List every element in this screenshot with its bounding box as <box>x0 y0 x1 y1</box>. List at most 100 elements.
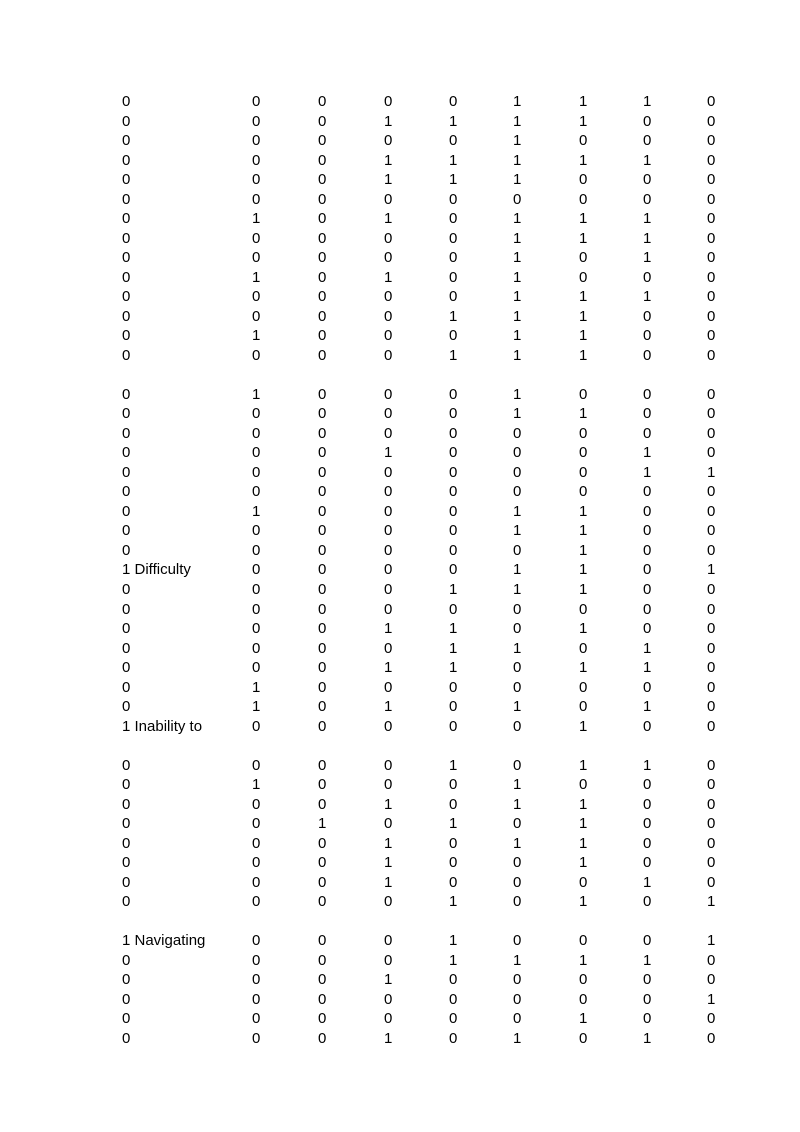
value-cell: 0 <box>579 385 588 403</box>
value-cell: 0 <box>513 971 522 989</box>
value-cell: 0 <box>449 854 458 872</box>
value-cell: 0 <box>579 424 588 442</box>
value-cell: 0 <box>707 288 716 306</box>
value-cell: 0 <box>707 268 716 286</box>
value-cell: 0 <box>318 951 327 969</box>
value-cell: 0 <box>513 444 522 462</box>
value-cell: 0 <box>318 93 327 110</box>
value-cell: 1 <box>513 502 522 520</box>
table-row: 1 Difficulty 0 0 0 0 1 1 0 1 <box>0 560 800 580</box>
value-cell: 0 <box>513 659 522 677</box>
value-cell: 0 <box>318 522 327 540</box>
value-cell: 0 <box>579 249 588 267</box>
table-row: 1 Inability to 0 0 0 0 0 1 0 0 <box>0 717 800 737</box>
table-row: 0 0 0 0 0 0 0 0 1 <box>0 990 800 1010</box>
value-cell: 0 <box>707 541 716 559</box>
value-cell: 0 <box>122 327 131 345</box>
value-cell: 0 <box>122 639 131 657</box>
value-cell: 0 <box>643 307 652 325</box>
value-cell: 0 <box>449 561 458 579</box>
value-cell: 1 <box>513 249 522 267</box>
value-cell: 0 <box>318 581 327 598</box>
value-cell: 0 <box>252 541 261 559</box>
value-cell: 1 <box>707 932 716 950</box>
value-cell: 0 <box>252 346 261 364</box>
value-cell: 0 <box>513 678 522 696</box>
value-cell: 1 <box>513 210 522 228</box>
value-cell: 0 <box>122 385 131 403</box>
value-cell: 0 <box>384 346 393 364</box>
value-cell: 1 <box>384 620 393 638</box>
value-cell: 0 <box>513 424 522 442</box>
value-cell: 0 <box>252 932 261 950</box>
value-cell: 0 <box>318 1010 327 1028</box>
value-cell: 0 <box>384 932 393 950</box>
value-cell: 1 <box>643 698 652 716</box>
value-cell: 0 <box>122 971 131 989</box>
value-cell: 0 <box>318 405 327 423</box>
value-cell: 1 <box>384 854 393 872</box>
table-row: 0 0 0 0 0 0 1 0 0 <box>0 541 800 561</box>
value-cell: 0 <box>252 171 261 189</box>
value-cell: 1 <box>252 776 261 794</box>
value-cell: 1 <box>579 151 588 169</box>
value-cell: 0 <box>707 873 716 891</box>
value-cell: 1 <box>643 873 652 891</box>
value-cell: 1 <box>384 795 393 813</box>
value-cell: 1 <box>513 112 522 130</box>
value-cell: 0 <box>252 93 261 110</box>
value-cell: 0 <box>579 483 588 501</box>
table-row: 0 0 0 0 0 1 1 0 0 <box>0 521 800 541</box>
value-cell: 0 <box>579 1029 588 1047</box>
value-cell: 0 <box>643 385 652 403</box>
value-cell: 0 <box>318 444 327 462</box>
value-cell: 0 <box>122 132 131 150</box>
value-cell: 1 <box>579 307 588 325</box>
value-cell: 0 <box>318 756 327 774</box>
table-row: 0 0 0 0 0 1 1 1 0 <box>0 229 800 249</box>
value-cell: 0 <box>122 659 131 677</box>
table-row: 0 0 1 0 1 0 1 0 0 <box>0 814 800 834</box>
value-cell: 0 <box>318 132 327 150</box>
value-cell: 1 <box>384 1029 393 1047</box>
value-cell: 0 <box>318 1029 327 1047</box>
table-row: 0 0 0 0 1 1 1 0 0 <box>0 346 800 366</box>
value-cell: 0 <box>449 834 458 852</box>
value-cell: 0 <box>122 951 131 969</box>
value-cell: 0 <box>579 132 588 150</box>
value-cell: 0 <box>252 444 261 462</box>
value-cell: 0 <box>449 502 458 520</box>
value-cell: 1 <box>643 229 652 247</box>
value-cell: 0 <box>707 502 716 520</box>
value-cell: 0 <box>513 190 522 208</box>
value-cell: 0 <box>707 854 716 872</box>
value-cell: 0 <box>513 873 522 891</box>
value-cell: 0 <box>579 171 588 189</box>
value-cell: 0 <box>449 990 458 1008</box>
value-cell: 1 <box>513 268 522 286</box>
value-cell: 0 <box>449 405 458 423</box>
value-cell: 1 <box>513 405 522 423</box>
value-cell: 0 <box>579 971 588 989</box>
value-cell: 0 <box>252 600 261 618</box>
table-row: 0 0 0 0 0 1 1 0 0 <box>0 404 800 424</box>
value-cell: 0 <box>513 932 522 950</box>
value-cell: 0 <box>318 307 327 325</box>
value-cell: 0 <box>252 190 261 208</box>
value-cell: 1 <box>449 893 458 911</box>
table-row: 0 1 0 0 0 1 1 0 0 <box>0 502 800 522</box>
value-cell: 0 <box>384 93 393 110</box>
value-cell: 0 <box>122 541 131 559</box>
value-cell: 0 <box>318 893 327 911</box>
value-cell: 0 <box>318 502 327 520</box>
value-cell: 1 <box>384 659 393 677</box>
value-cell: 0 <box>252 893 261 911</box>
value-cell: 0 <box>643 620 652 638</box>
value-cell: 0 <box>643 522 652 540</box>
value-cell: 1 <box>513 581 522 598</box>
value-cell: 0 <box>384 190 393 208</box>
table-row: 0 0 0 1 0 0 0 0 0 <box>0 970 800 990</box>
value-cell: 1 <box>643 463 652 481</box>
value-cell: 1 <box>513 385 522 403</box>
value-cell: 1 <box>513 93 522 110</box>
